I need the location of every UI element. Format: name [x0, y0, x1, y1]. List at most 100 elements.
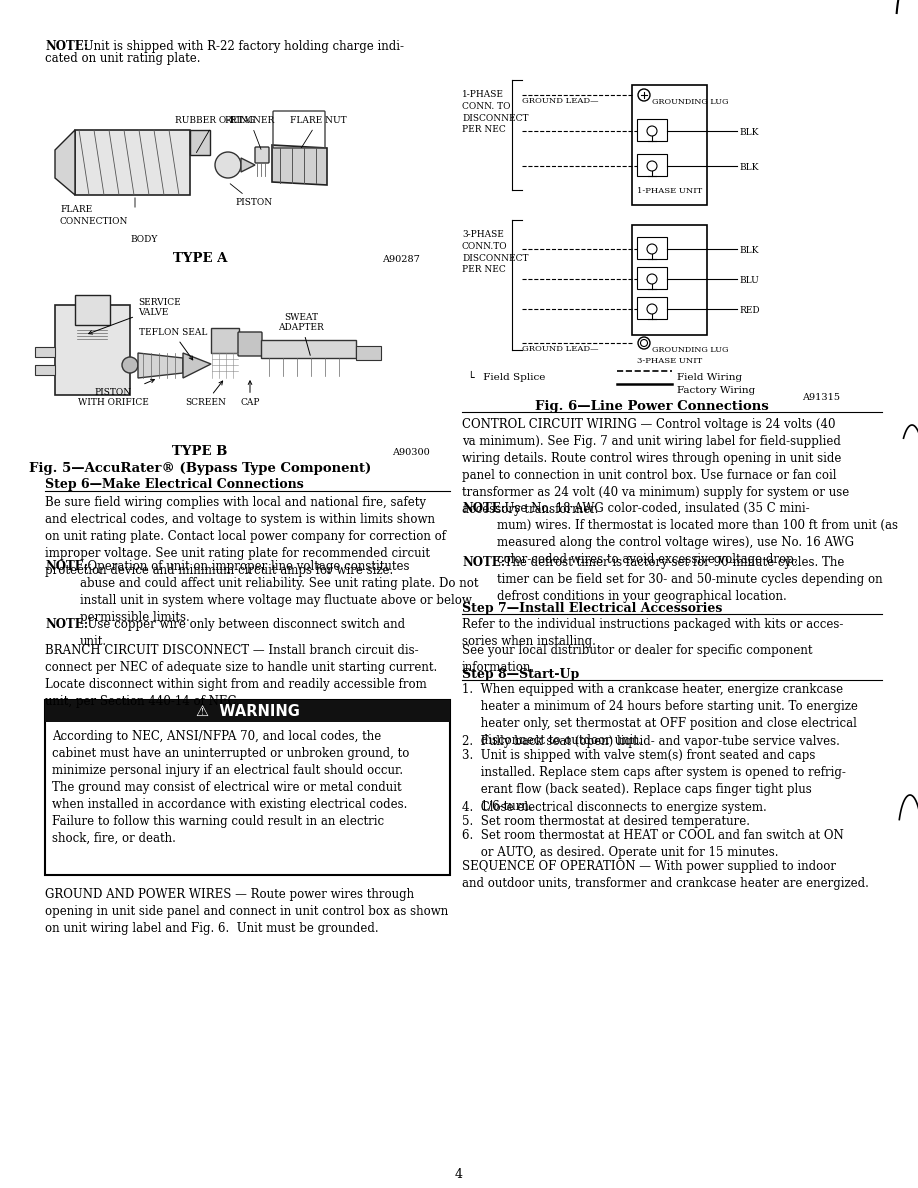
- Text: 1-PHASE UNIT: 1-PHASE UNIT: [637, 187, 702, 195]
- Bar: [632, 225, 707, 335]
- Text: GROUND LEAD—: GROUND LEAD—: [522, 97, 599, 105]
- Text: 4.  Close electrical disconnects to energize system.: 4. Close electrical disconnects to energ…: [462, 801, 767, 814]
- Text: SWEAT
ADAPTER: SWEAT ADAPTER: [278, 312, 324, 355]
- Text: According to NEC, ANSI/NFPA 70, and local codes, the
cabinet must have an uninte: According to NEC, ANSI/NFPA 70, and loca…: [52, 729, 409, 845]
- Text: Step 7—Install Electrical Accessories: Step 7—Install Electrical Accessories: [462, 602, 722, 615]
- Text: 1-PHASE
CONN. TO
DISCONNECT
PER NEC: 1-PHASE CONN. TO DISCONNECT PER NEC: [462, 90, 529, 134]
- Circle shape: [638, 89, 650, 101]
- Text: 3-PHASE UNIT: 3-PHASE UNIT: [637, 358, 702, 365]
- Text: GROUNDING LUG: GROUNDING LUG: [652, 97, 729, 106]
- Text: 3.  Unit is shipped with valve stem(s) front seated and caps
     installed. Rep: 3. Unit is shipped with valve stem(s) fr…: [462, 748, 845, 813]
- Text: SCREEN: SCREEN: [185, 381, 227, 407]
- Circle shape: [647, 304, 657, 314]
- Bar: [637, 267, 667, 289]
- Text: RUBBER O-RING: RUBBER O-RING: [175, 116, 255, 152]
- Text: SEQUENCE OF OPERATION — With power supplied to indoor
and outdoor units, transfo: SEQUENCE OF OPERATION — With power suppl…: [462, 860, 868, 890]
- Bar: [637, 154, 667, 176]
- Text: Use copper wire only between disconnect switch and
unit.: Use copper wire only between disconnect …: [80, 618, 405, 647]
- Text: 4: 4: [455, 1168, 463, 1181]
- Text: A90300: A90300: [392, 448, 430, 457]
- Text: GROUNDING LUG: GROUNDING LUG: [652, 346, 729, 354]
- Text: Step 8—Start-Up: Step 8—Start-Up: [462, 668, 579, 681]
- Bar: [211, 328, 239, 353]
- Text: PISTON
WITH ORIFICE: PISTON WITH ORIFICE: [77, 379, 154, 407]
- Bar: [261, 340, 356, 358]
- Text: Be sure field wiring complies with local and national fire, safety
and electrica: Be sure field wiring complies with local…: [45, 497, 446, 577]
- Circle shape: [122, 358, 138, 373]
- Text: NOTE:: NOTE:: [462, 503, 505, 516]
- Text: BRANCH CIRCUIT DISCONNECT — Install branch circuit dis-
connect per NEC of adequ: BRANCH CIRCUIT DISCONNECT — Install bran…: [45, 644, 437, 708]
- Text: NOTE:: NOTE:: [462, 556, 505, 569]
- FancyBboxPatch shape: [238, 331, 262, 356]
- Text: TYPE A: TYPE A: [173, 252, 227, 265]
- Bar: [45, 700, 450, 876]
- Text: 5.  Set room thermostat at desired temperature.: 5. Set room thermostat at desired temper…: [462, 815, 750, 828]
- Text: NOTE:: NOTE:: [45, 40, 88, 53]
- Text: ⚠  WARNING: ⚠ WARNING: [196, 703, 299, 719]
- Bar: [632, 86, 707, 206]
- Text: FLARE
CONNECTION: FLARE CONNECTION: [60, 206, 129, 226]
- Text: Use No. 18 AWG color-coded, insulated (35 C mini-
mum) wires. If thermostat is l: Use No. 18 AWG color-coded, insulated (3…: [497, 503, 898, 565]
- Circle shape: [647, 162, 657, 171]
- Text: 6.  Set room thermostat at HEAT or COOL and fan switch at ON
     or AUTO, as de: 6. Set room thermostat at HEAT or COOL a…: [462, 829, 844, 859]
- Text: CONTROL CIRCUIT WIRING — Control voltage is 24 volts (40
va minimum). See Fig. 7: CONTROL CIRCUIT WIRING — Control voltage…: [462, 418, 849, 516]
- Text: NOTE:: NOTE:: [45, 560, 88, 573]
- Text: Field Splice: Field Splice: [480, 373, 545, 383]
- Text: Step 6—Make Electrical Connections: Step 6—Make Electrical Connections: [45, 478, 304, 491]
- Text: CAP: CAP: [241, 381, 260, 407]
- Polygon shape: [55, 129, 75, 195]
- Text: RETAINER: RETAINER: [225, 116, 275, 150]
- Bar: [637, 119, 667, 141]
- Circle shape: [641, 340, 647, 347]
- Text: 2.  Fully back seat (open) liquid- and vapor-tube service valves.: 2. Fully back seat (open) liquid- and va…: [462, 735, 840, 748]
- Text: cated on unit rating plate.: cated on unit rating plate.: [45, 52, 200, 65]
- Text: A90287: A90287: [382, 255, 420, 264]
- Circle shape: [215, 152, 241, 178]
- FancyBboxPatch shape: [75, 129, 190, 195]
- Bar: [35, 365, 55, 375]
- Text: BLK: BLK: [739, 163, 758, 172]
- Text: 3-PHASE
CONN.TO
DISCONNECT
PER NEC: 3-PHASE CONN.TO DISCONNECT PER NEC: [462, 230, 529, 274]
- Text: BLU: BLU: [739, 276, 759, 285]
- Text: GROUND AND POWER WIRES — Route power wires through
opening in unit side panel an: GROUND AND POWER WIRES — Route power wir…: [45, 887, 448, 935]
- Text: A91315: A91315: [802, 393, 840, 402]
- Text: Refer to the individual instructions packaged with kits or acces-
sories when in: Refer to the individual instructions pac…: [462, 618, 844, 647]
- Text: SERVICE
VALVE: SERVICE VALVE: [89, 298, 181, 334]
- Text: TEFLON SEAL: TEFLON SEAL: [139, 328, 207, 360]
- Circle shape: [638, 337, 650, 349]
- Text: Unit is shipped with R-22 factory holding charge indi-: Unit is shipped with R-22 factory holdin…: [80, 40, 404, 53]
- Text: NOTE:: NOTE:: [45, 618, 88, 631]
- Bar: [55, 305, 130, 394]
- Text: BODY: BODY: [130, 235, 157, 244]
- Polygon shape: [272, 145, 327, 185]
- Circle shape: [647, 274, 657, 284]
- Text: The defrost timer is factory set for 90-minute cycles. The
timer can be field se: The defrost timer is factory set for 90-…: [497, 556, 882, 604]
- Text: PISTON: PISTON: [230, 184, 272, 207]
- Bar: [356, 346, 381, 360]
- Text: Operation of unit on improper line voltage constitutes
abuse and could affect un: Operation of unit on improper line volta…: [80, 560, 478, 624]
- Text: FLARE NUT: FLARE NUT: [290, 116, 347, 147]
- Polygon shape: [138, 353, 183, 378]
- Circle shape: [647, 244, 657, 254]
- Bar: [35, 347, 55, 358]
- Text: Field Wiring: Field Wiring: [677, 373, 742, 383]
- Text: └: └: [467, 373, 474, 383]
- Text: Fig. 5—AccuRater® (Bypass Type Component): Fig. 5—AccuRater® (Bypass Type Component…: [28, 462, 371, 475]
- Text: BLK: BLK: [739, 128, 758, 137]
- Circle shape: [647, 126, 657, 135]
- Polygon shape: [183, 353, 211, 378]
- Bar: [637, 297, 667, 320]
- Text: Factory Wiring: Factory Wiring: [677, 386, 756, 394]
- Text: GROUND LEAD—: GROUND LEAD—: [522, 345, 599, 353]
- FancyBboxPatch shape: [255, 147, 269, 163]
- Bar: [637, 236, 667, 259]
- Text: Fig. 6—Line Power Connections: Fig. 6—Line Power Connections: [535, 400, 769, 413]
- Bar: [190, 129, 210, 154]
- Text: See your local distributor or dealer for specific component
information.: See your local distributor or dealer for…: [462, 644, 812, 674]
- Bar: [75, 295, 110, 326]
- Text: 1.  When equipped with a crankcase heater, energize crankcase
     heater a mini: 1. When equipped with a crankcase heater…: [462, 683, 858, 747]
- Text: RED: RED: [739, 307, 759, 315]
- Bar: [45, 700, 450, 722]
- Polygon shape: [241, 158, 255, 172]
- Text: BLK: BLK: [739, 246, 758, 255]
